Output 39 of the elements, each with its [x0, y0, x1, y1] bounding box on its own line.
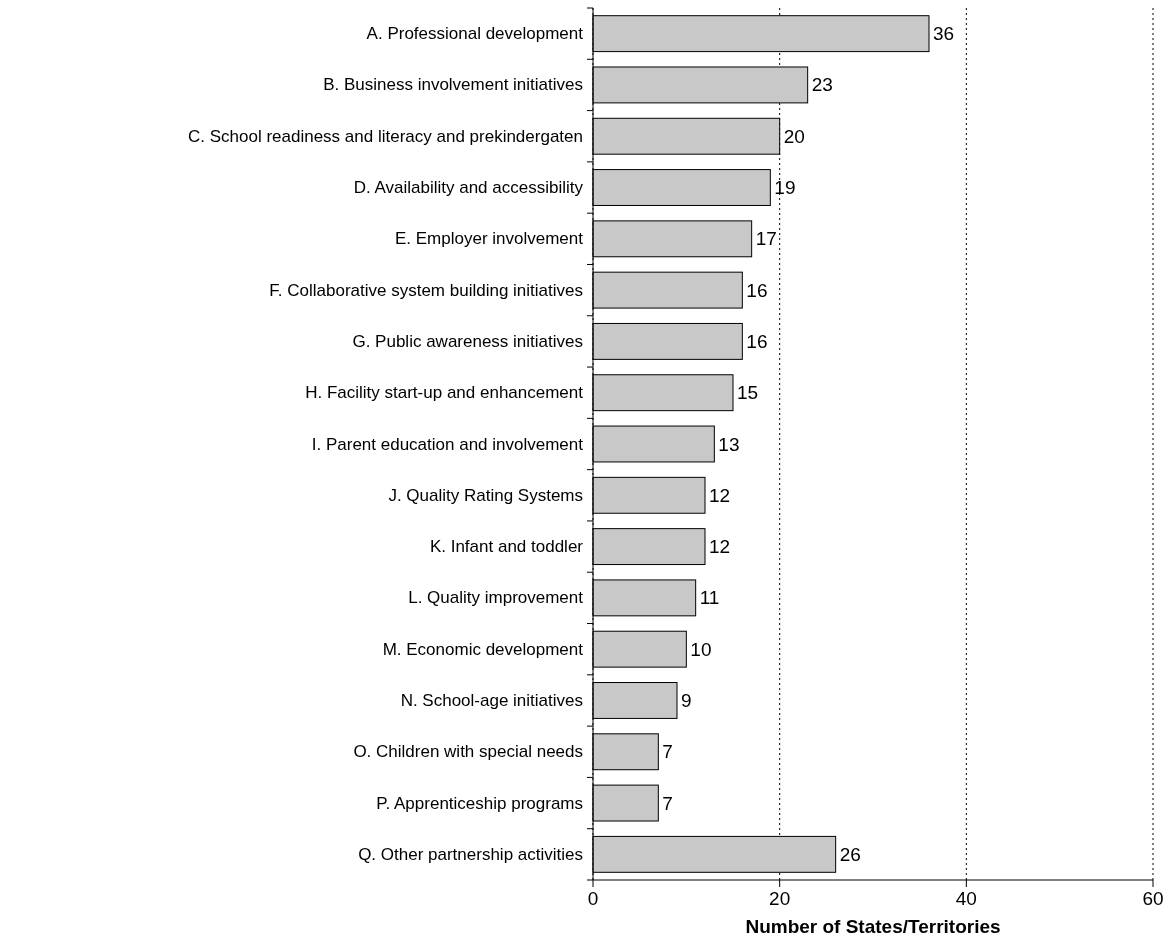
y-tick-label: Q. Other partnership activities — [358, 844, 583, 864]
y-tick-label: E. Employer involvement — [394, 229, 584, 249]
data-label: 19 — [774, 177, 796, 199]
data-label: 36 — [933, 23, 955, 45]
x-tick-label: 40 — [955, 888, 977, 909]
y-tick-label: J. Quality Rating Systems — [388, 485, 583, 505]
data-label: 7 — [662, 792, 673, 814]
y-tick-label: D. Availability and accessibility — [353, 178, 584, 198]
data-label: 12 — [709, 484, 731, 506]
y-tick-label: O. Children with special needs — [353, 742, 583, 762]
data-label: 16 — [746, 279, 768, 301]
data-label: 13 — [718, 433, 740, 455]
y-tick-label: A. Professional development — [366, 24, 584, 44]
data-label: 10 — [690, 638, 712, 660]
data-label: 17 — [755, 228, 777, 250]
data-label: 23 — [811, 74, 833, 96]
data-label: 26 — [839, 843, 861, 865]
y-tick-label: M. Economic development — [382, 639, 584, 659]
y-tick-label: K. Infant and toddler — [429, 537, 584, 557]
data-label: 11 — [699, 587, 720, 609]
y-tick-label: N. School-age initiatives — [400, 690, 583, 710]
x-axis-title: Number of States/Territories — [745, 916, 1001, 937]
y-tick-label: I. Parent education and involvement — [311, 434, 584, 454]
y-tick-label: H. Facility start-up and enhancement — [305, 383, 584, 403]
x-tick-label: 20 — [769, 888, 791, 909]
data-label: 7 — [662, 741, 673, 763]
y-tick-label: P. Apprenticeship programs — [376, 793, 583, 813]
y-tick-label: F. Collaborative system building initiatives — [269, 280, 583, 300]
x-tick-label: 0 — [587, 888, 599, 909]
data-label: 9 — [681, 689, 692, 711]
y-tick-label: L. Quality improvement — [408, 588, 584, 608]
data-label: 16 — [746, 330, 768, 352]
y-tick-label: G. Public awareness initiatives — [352, 331, 583, 351]
x-tick-label: 60 — [1142, 888, 1164, 909]
data-label: 15 — [737, 382, 759, 404]
y-tick-label: C. School readiness and literacy and prekindergaten — [187, 126, 583, 146]
data-label: 20 — [783, 125, 805, 147]
y-tick-label: B. Business involvement initiatives — [323, 75, 583, 95]
data-label: 12 — [709, 536, 731, 558]
